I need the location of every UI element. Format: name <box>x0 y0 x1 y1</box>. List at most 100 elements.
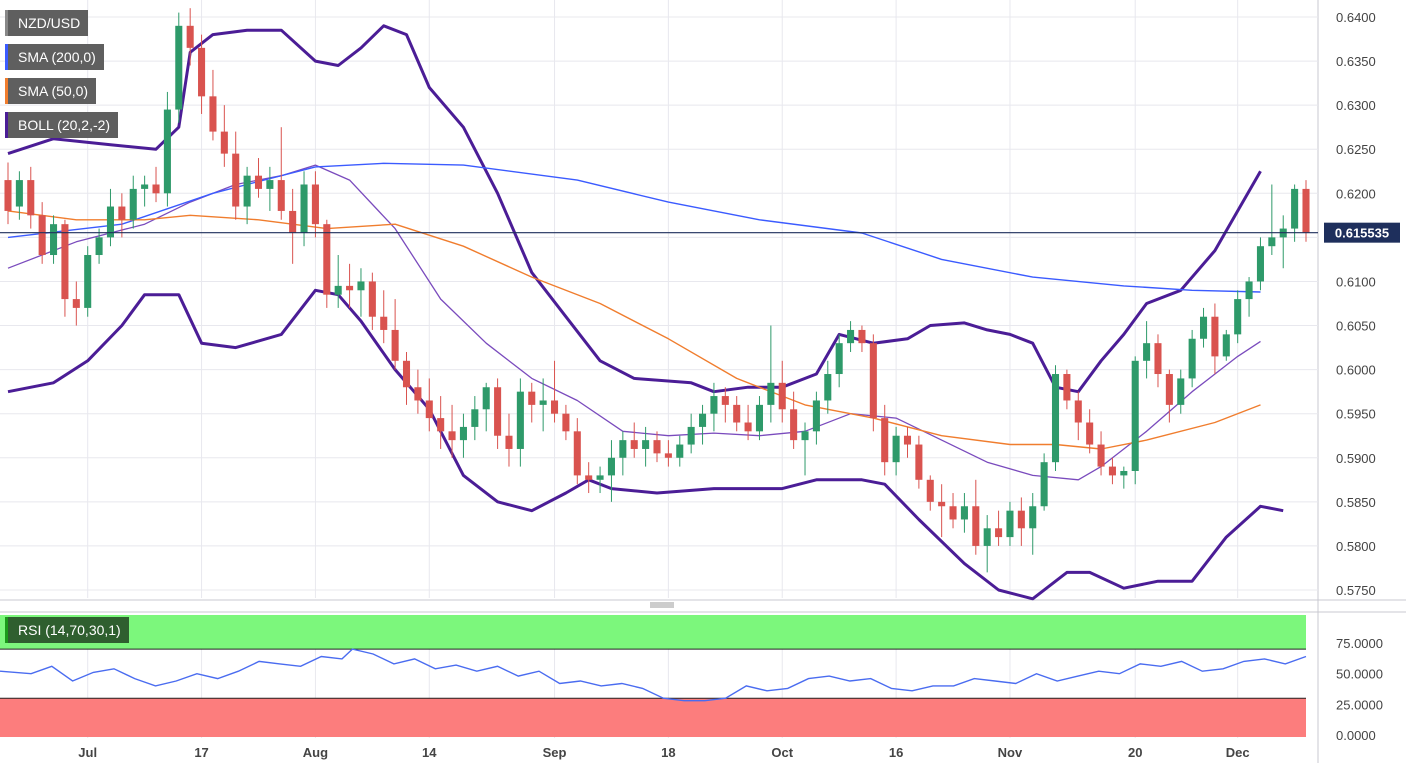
candle-down <box>972 506 980 546</box>
candle-up <box>699 413 707 427</box>
sma50-label-text: SMA (50,0) <box>18 83 89 99</box>
candle-down <box>869 343 877 419</box>
candle-down <box>505 435 513 449</box>
sma50-line <box>7 210 1261 450</box>
price-tick-label: 0.6250 <box>1336 142 1376 157</box>
sma200-label-text: SMA (200,0) <box>18 49 96 65</box>
candle-down <box>402 360 411 388</box>
current-price-badge <box>1324 222 1400 243</box>
candle-down <box>733 404 741 423</box>
candle-down <box>198 47 206 97</box>
candle-down <box>1211 316 1219 357</box>
candle-down <box>232 153 240 207</box>
candle-down <box>1063 374 1071 401</box>
date-tick-label: Jul <box>78 745 97 760</box>
candle-up <box>710 396 718 414</box>
candle-down <box>61 224 69 300</box>
candle-up <box>983 528 991 546</box>
candle-up <box>266 180 274 189</box>
price-tick-label: 0.5750 <box>1336 583 1376 598</box>
candle-down <box>1108 466 1116 476</box>
rsi-tick-label: 50.0000 <box>1336 667 1383 682</box>
candle-down <box>903 435 912 445</box>
candle-up <box>106 206 115 238</box>
candle-down <box>938 501 946 507</box>
candle-down <box>277 180 285 211</box>
candle-down <box>72 299 80 308</box>
candle-down <box>289 210 297 233</box>
date-tick-label: Sep <box>543 745 567 760</box>
candle-up <box>1177 378 1185 405</box>
candle-up <box>1188 338 1196 379</box>
candle-up <box>1006 510 1014 538</box>
candle-up <box>1291 188 1299 229</box>
candle-down <box>653 440 661 454</box>
candle-down <box>630 440 638 449</box>
rsi-bands <box>0 615 1306 737</box>
candle-up <box>95 237 103 256</box>
rsi-overbought-zone <box>0 615 1306 650</box>
candle-up <box>755 404 764 432</box>
candle-down <box>323 224 331 295</box>
price-tick-label: 0.5900 <box>1336 451 1376 466</box>
candle-down <box>562 413 570 432</box>
rsi-label[interactable]: RSI (14,70,30,1) <box>5 617 129 643</box>
candle-up <box>892 435 900 463</box>
candle-down <box>744 422 752 432</box>
price-tick-label: 0.6200 <box>1336 186 1376 201</box>
candle-up <box>1234 299 1242 335</box>
candle-down <box>1086 422 1094 445</box>
rsi-line <box>0 648 1307 702</box>
current-price-label: 0.615535 <box>1335 226 1389 241</box>
sma200-label[interactable]: SMA (200,0) <box>5 44 104 70</box>
candle-up <box>1143 343 1151 361</box>
candle-up <box>84 255 92 308</box>
candle-down <box>209 96 217 132</box>
price-tick-label: 0.5850 <box>1336 495 1376 510</box>
boll-label[interactable]: BOLL (20,2,-2) <box>5 112 119 138</box>
candle-down <box>152 184 160 194</box>
candle-up <box>300 184 308 233</box>
date-tick-label: 20 <box>1128 745 1142 760</box>
rsi-tick-label: 0.0000 <box>1336 728 1376 743</box>
price-tick-label: 0.6300 <box>1336 98 1376 113</box>
candle-up <box>619 440 627 458</box>
candle-down <box>1154 343 1162 375</box>
candle-down <box>346 285 354 291</box>
candle-down <box>664 453 672 458</box>
candle-up <box>357 281 365 291</box>
candle-down <box>448 431 456 441</box>
candle-up <box>471 409 479 427</box>
candle-down <box>220 131 228 154</box>
candle-up <box>1040 462 1048 507</box>
candle-down <box>254 175 263 189</box>
candle-up <box>1245 281 1253 300</box>
candle-up <box>960 506 968 520</box>
candle-down <box>118 206 126 220</box>
candle-up <box>482 387 490 410</box>
candle-down <box>1017 510 1025 529</box>
candle-up <box>15 180 23 207</box>
sma50-label[interactable]: SMA (50,0) <box>5 78 97 104</box>
candle-down <box>414 387 422 401</box>
price-tick-label: 0.6050 <box>1336 319 1376 334</box>
candles <box>4 8 1310 573</box>
candle-down <box>790 409 798 441</box>
price-tick-label: 0.6350 <box>1336 54 1376 69</box>
candle-up <box>596 475 604 480</box>
date-tick-label: 18 <box>661 745 675 760</box>
candle-up <box>812 400 820 432</box>
candle-down <box>391 329 399 361</box>
candle-down <box>425 400 433 419</box>
candle-up <box>334 285 342 295</box>
candle-down <box>949 506 957 520</box>
symbol-label[interactable]: NZD/USD <box>5 10 89 36</box>
price-tick-label: 0.5800 <box>1336 539 1376 554</box>
main-panel-bg <box>0 0 1318 600</box>
candle-down <box>437 418 445 432</box>
price-tick-label: 0.6000 <box>1336 363 1376 378</box>
candle-down <box>778 382 786 410</box>
candle-up <box>539 400 547 405</box>
rsi-oversold-zone <box>0 698 1306 737</box>
candle-down <box>926 479 934 502</box>
